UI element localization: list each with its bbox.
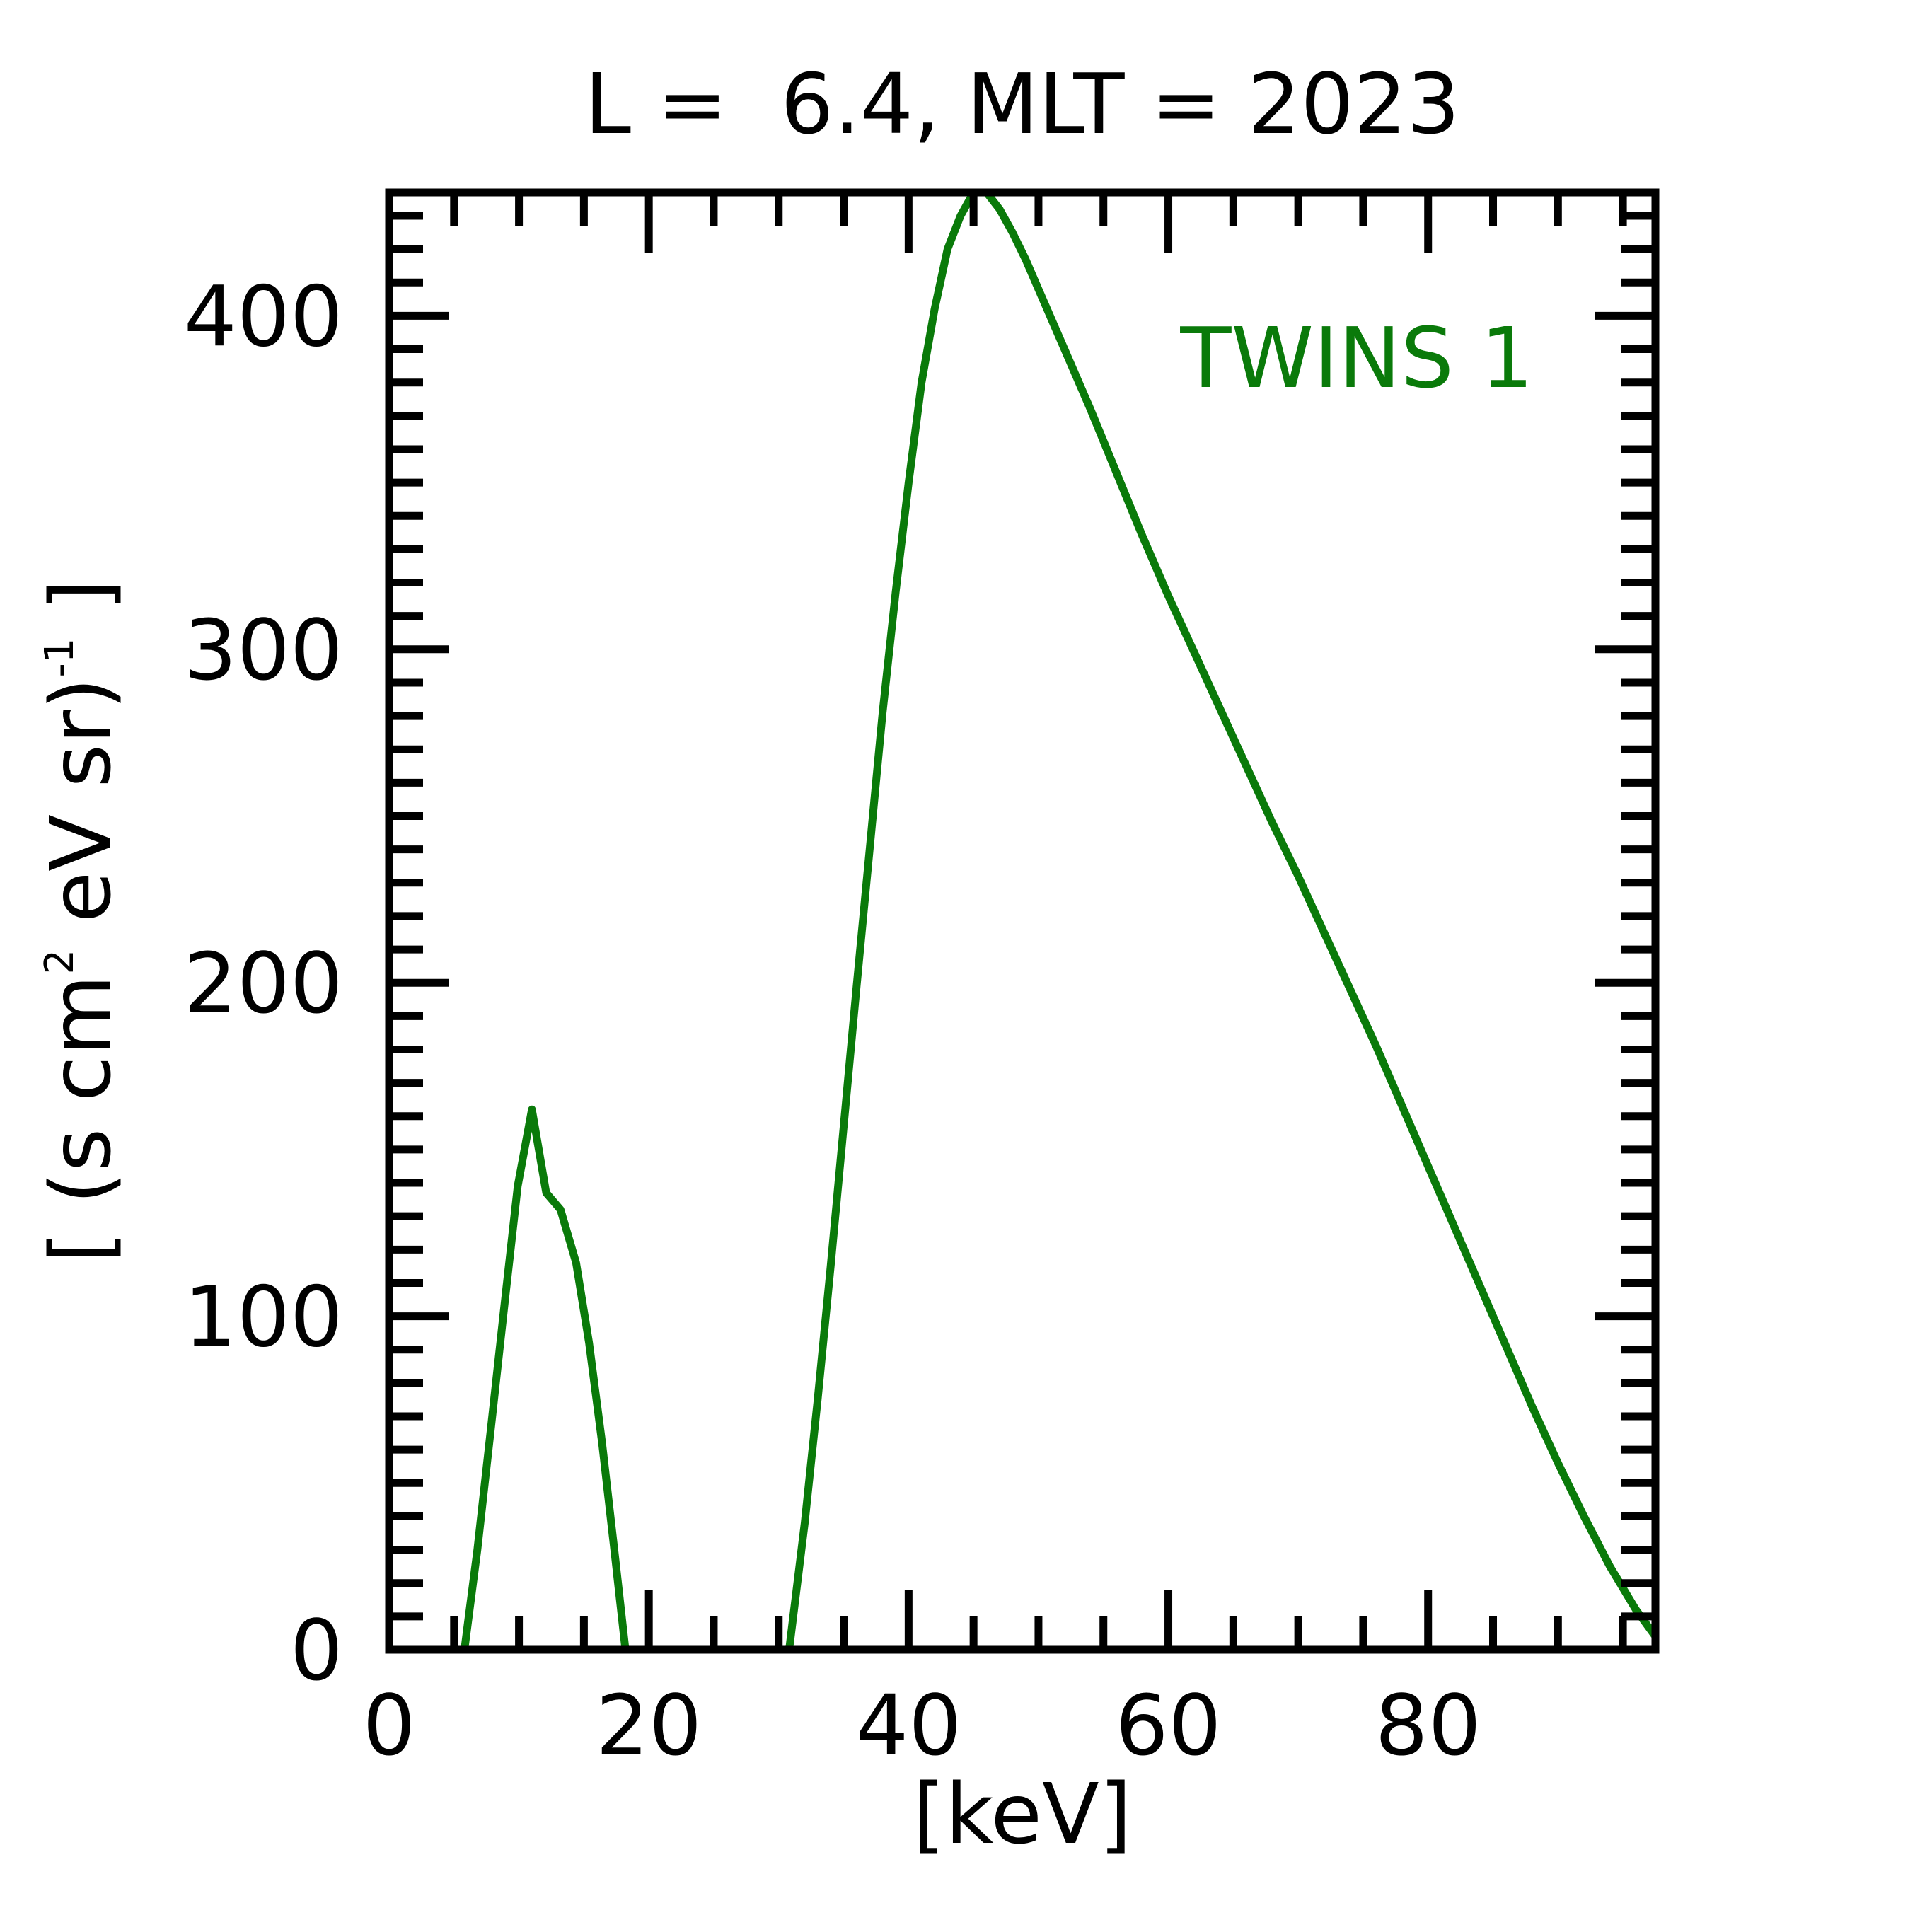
series-line-0-segment-0 (461, 1105, 630, 1650)
x-tick-label: 0 (362, 1677, 415, 1774)
series-layer (461, 188, 1659, 1650)
y-tick-label: 300 (184, 601, 343, 699)
x-tick-label: 40 (855, 1677, 961, 1774)
y-axis-label: [ (s cm2 eV sr)-1 ] (32, 579, 129, 1263)
x-tick-label: 20 (596, 1677, 702, 1774)
tick-labels-layer: 0 20 40 60 80 0 100 200 300 400 (184, 267, 1481, 1774)
y-axis-label-sup1: 2 (37, 949, 83, 975)
x-tick-label: 60 (1115, 1677, 1221, 1774)
ticks-layer (385, 192, 1655, 1654)
y-tick-label: 100 (184, 1268, 343, 1366)
y-tick-label: 0 (290, 1602, 343, 1699)
y-axis-label-prefix: [ (s cm (32, 975, 129, 1263)
legend-entry-twins-1: TWINS 1 (1179, 309, 1533, 407)
series-line-0-segment-1 (785, 188, 1659, 1650)
y-axis-label-suffix: ] (32, 579, 129, 638)
x-axis-label: [keV] (913, 1765, 1132, 1863)
y-tick-label: 200 (184, 935, 343, 1032)
y-axis-label-middle: eV sr) (32, 677, 129, 949)
chart-title: L = 6.4, MLT = 2023 (584, 55, 1459, 153)
x-tick-label: 80 (1375, 1677, 1481, 1774)
plot-frame (385, 188, 1660, 1654)
y-axis-label-sup2: -1 (37, 638, 83, 678)
y-tick-label: 400 (184, 267, 343, 365)
